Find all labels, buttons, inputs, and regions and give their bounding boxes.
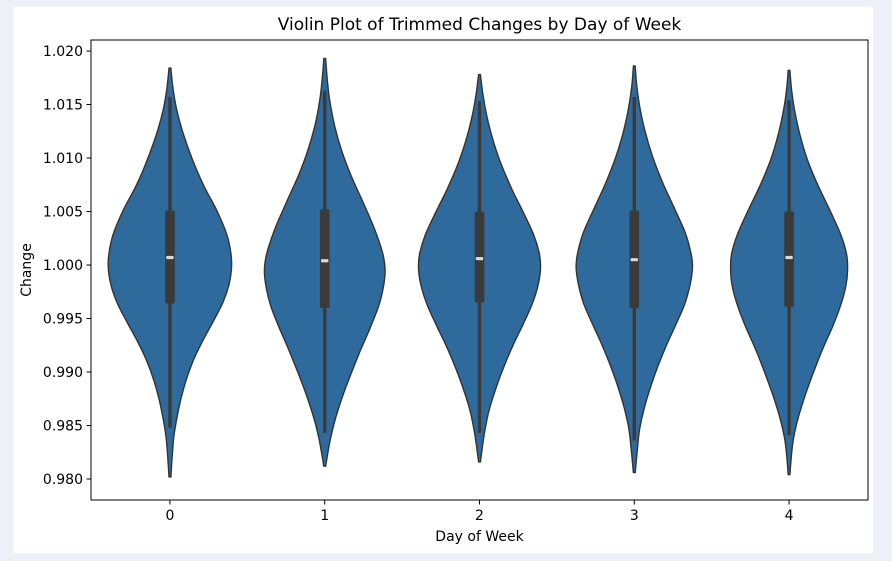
x-tick-label: 1 bbox=[320, 508, 329, 524]
y-tick-label: 0.980 bbox=[43, 472, 83, 488]
chart-title: Violin Plot of Trimmed Changes by Day of… bbox=[278, 15, 682, 35]
violin-median-day-4 bbox=[785, 255, 793, 260]
y-axis-label: Change bbox=[19, 243, 35, 297]
axes-layer: 1.020 1.015 1.010 1.005 1.000 0.995 0.990 0.985… bbox=[43, 39, 869, 524]
y-tick-label: 0.995 bbox=[43, 312, 83, 328]
x-axis-label: Day of Week bbox=[435, 529, 524, 545]
x-tick-label: 2 bbox=[475, 508, 484, 524]
violin-group-day-0 bbox=[107, 67, 233, 478]
y-tick-label: 1.000 bbox=[43, 258, 83, 274]
x-tick-label: 4 bbox=[785, 508, 794, 524]
violin-box-day-2 bbox=[474, 211, 485, 303]
violin-box-day-1 bbox=[319, 209, 330, 308]
y-tick-label: 0.990 bbox=[43, 365, 83, 381]
y-tick-label: 0.985 bbox=[43, 419, 83, 435]
violin-median-day-2 bbox=[475, 257, 484, 261]
violin-group-day-2 bbox=[417, 73, 542, 463]
violin-median-day-3 bbox=[630, 258, 639, 262]
violin-median-day-1 bbox=[320, 259, 329, 263]
y-tick-label: 1.020 bbox=[43, 44, 83, 60]
y-tick-label: 1.015 bbox=[43, 98, 83, 114]
violin-group-day-3 bbox=[575, 65, 694, 474]
x-tick-label: 0 bbox=[165, 508, 174, 524]
violin-group-day-4 bbox=[729, 69, 849, 476]
violin-median-day-0 bbox=[166, 255, 174, 260]
x-tick-label: 3 bbox=[630, 508, 639, 524]
violin-box-day-4 bbox=[784, 211, 794, 307]
y-tick-label: 1.005 bbox=[43, 205, 83, 221]
violin-group-day-1 bbox=[263, 57, 386, 467]
violins-layer bbox=[107, 57, 849, 478]
y-tick-label: 1.010 bbox=[43, 151, 83, 167]
